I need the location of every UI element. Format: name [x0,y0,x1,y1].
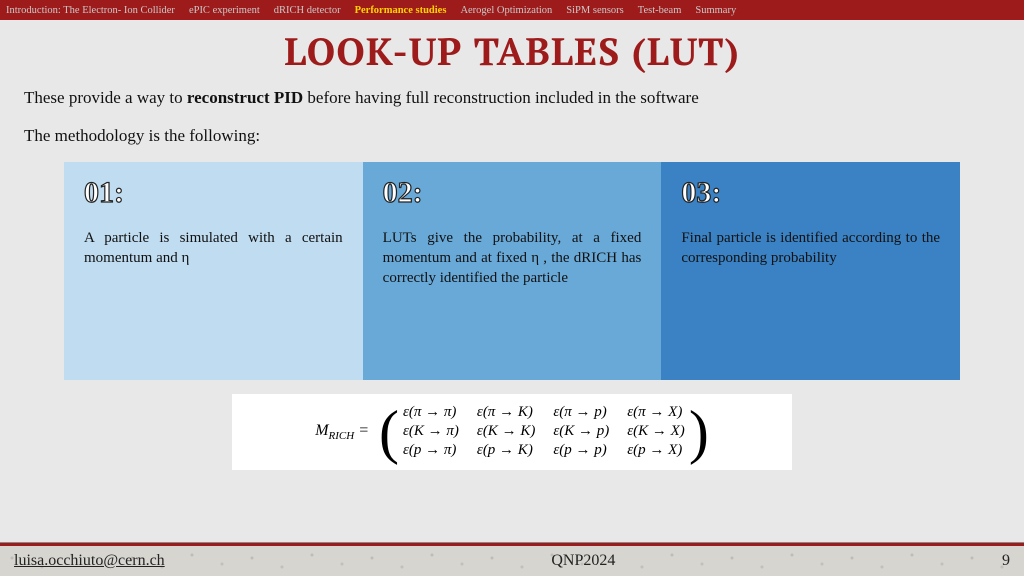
m-0-0: ε(π → π) [403,404,459,421]
paren-left: ( [379,402,399,462]
footer: luisa.occhiuto@cern.ch QNP2024 9 [0,546,1024,576]
nav-item-testbeam[interactable]: Test-beam [638,5,682,16]
step-1-text: A particle is simulated with a certain m… [84,228,343,269]
footer-conf: QNP2024 [551,552,615,570]
step-2: 02: LUTs give the probability, at a fixe… [363,162,662,380]
method-line: The methodology is the following: [24,124,1000,148]
step-3: 03: Final particle is identified accordi… [661,162,960,380]
nav-item-epic[interactable]: ePIC experiment [189,5,260,16]
step-1-num: 01: [84,176,343,210]
footer-page: 9 [1002,552,1010,570]
nav-item-performance[interactable]: Performance studies [355,5,447,16]
eq-lhs: MRICH = [315,422,369,442]
matrix: ε(π → π) ε(π → K) ε(π → p) ε(π → X) ε(K … [399,402,689,462]
eq-lhs-sym: M [315,422,328,439]
m-0-3: ε(π → X) [627,404,685,421]
m-2-2: ε(p → p) [553,442,609,459]
footer-email[interactable]: luisa.occhiuto@cern.ch [14,552,165,570]
nav-bar: Introduction: The Electron- Ion Collider… [0,0,1024,20]
m-1-3: ε(K → X) [627,423,685,440]
m-2-1: ε(p → K) [477,442,535,459]
step-2-text: LUTs give the probability, at a fixed mo… [383,228,642,289]
paren-right: ) [689,402,709,462]
nav-item-intro[interactable]: Introduction: The Electron- Ion Collider [6,5,175,16]
nav-item-aerogel[interactable]: Aerogel Optimization [460,5,552,16]
nav-item-drich[interactable]: dRICH detector [274,5,341,16]
matrix-wrap: ( ε(π → π) ε(π → K) ε(π → p) ε(π → X) ε(… [379,402,709,462]
intro-text: These provide a way to reconstruct PID b… [24,86,1000,110]
slide-content: LOOK-UP TABLES (LUT) These provide a way… [0,20,1024,542]
m-1-1: ε(K → K) [477,423,535,440]
m-1-0: ε(K → π) [403,423,459,440]
nav-item-sipm[interactable]: SiPM sensors [566,5,623,16]
slide-title: LOOK-UP TABLES (LUT) [24,26,1000,76]
m-2-3: ε(p → X) [627,442,685,459]
m-1-2: ε(K → p) [553,423,609,440]
intro-bold: reconstruct PID [187,88,303,107]
intro-suffix: before having full reconstruction includ… [303,88,699,107]
intro-prefix: These provide a way to [24,88,187,107]
slide: Introduction: The Electron- Ion Collider… [0,0,1024,576]
nav-item-summary[interactable]: Summary [695,5,736,16]
m-0-1: ε(π → K) [477,404,535,421]
m-2-0: ε(p → π) [403,442,459,459]
step-1: 01: A particle is simulated with a certa… [64,162,363,380]
eq-lhs-sub: RICH [329,430,355,442]
step-2-num: 02: [383,176,642,210]
m-0-2: ε(π → p) [553,404,609,421]
steps-row: 01: A particle is simulated with a certa… [64,162,960,380]
equation-box: MRICH = ( ε(π → π) ε(π → K) ε(π → p) ε(π… [232,394,792,470]
step-3-text: Final particle is identified according t… [681,228,940,269]
step-3-num: 03: [681,176,940,210]
